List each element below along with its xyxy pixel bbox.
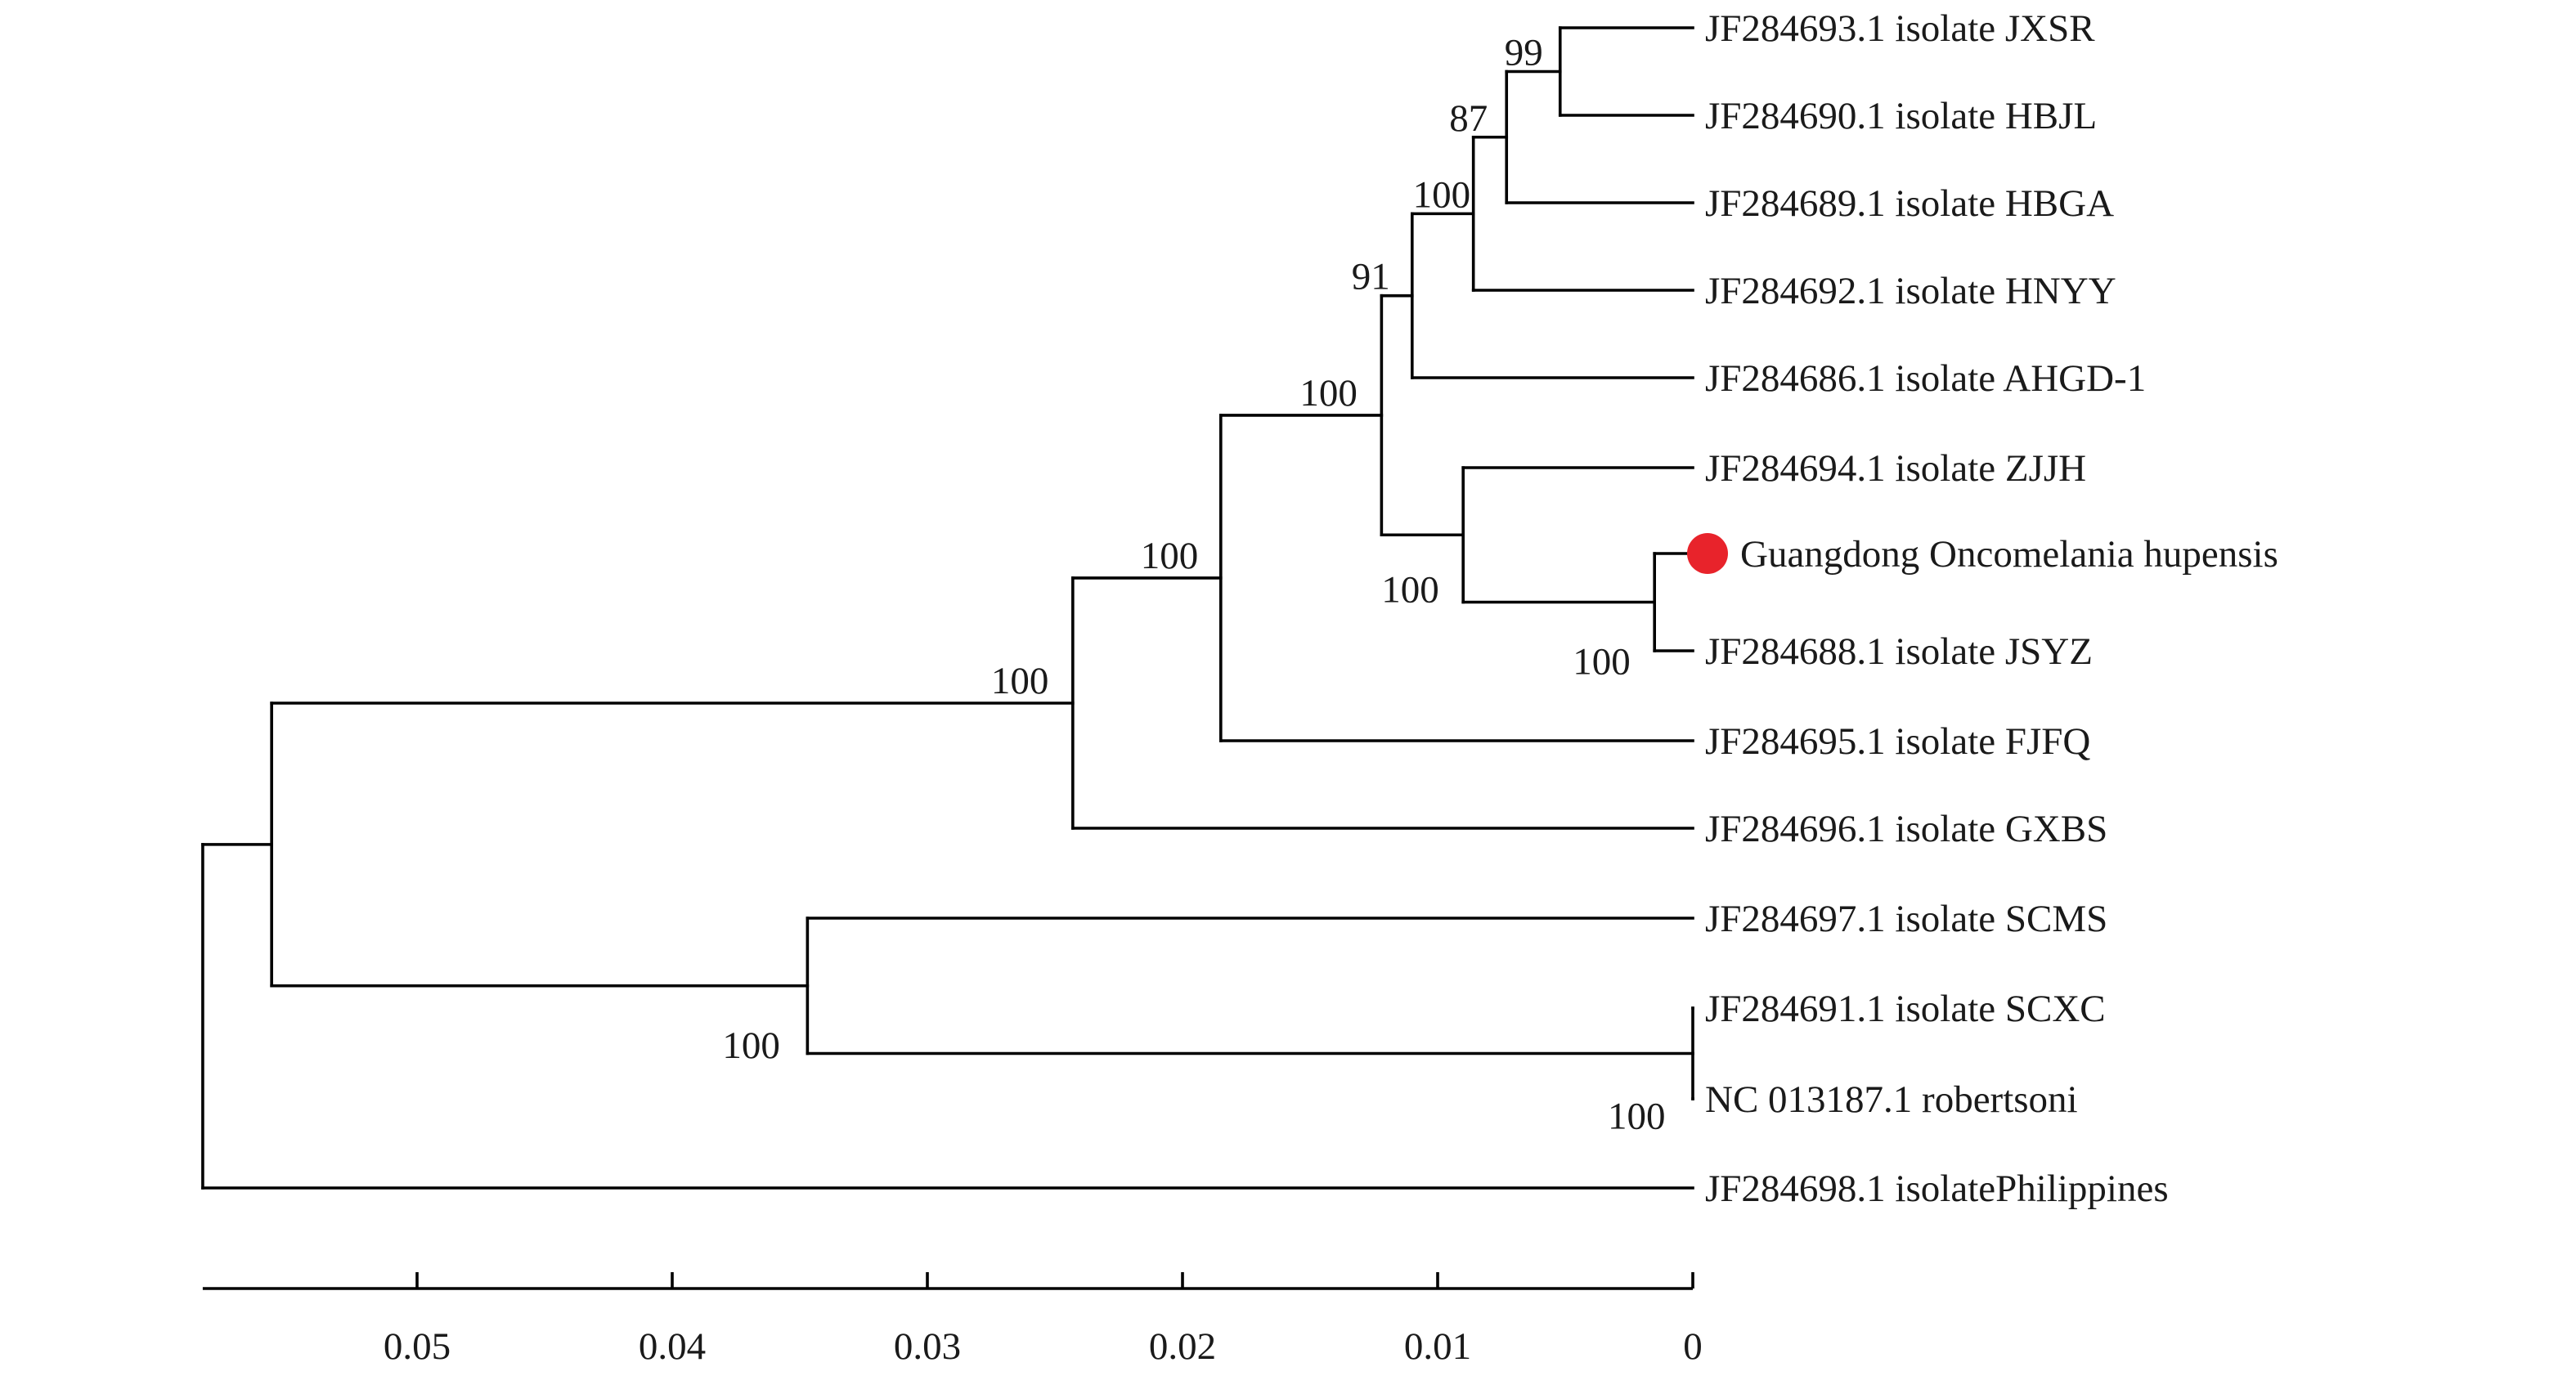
tree-branches bbox=[201, 26, 1694, 1190]
bootstrap-value: 100 bbox=[1141, 535, 1199, 577]
distance-scale-axis: 0.05 0.04 0.03 0.02 0.01 0 bbox=[202, 1272, 1703, 1368]
bootstrap-value: 100 bbox=[722, 1024, 780, 1067]
leaf-label: JF284693.1 isolate JXSR bbox=[1705, 7, 2095, 50]
scale-tick-label: 0.04 bbox=[639, 1325, 706, 1368]
scale-tick-label: 0 bbox=[1683, 1325, 1703, 1368]
leaf-label: JF284694.1 isolate ZJJH bbox=[1705, 447, 2086, 490]
bootstrap-value: 100 bbox=[1381, 568, 1439, 611]
leaf-label: JF284686.1 isolate AHGD-1 bbox=[1705, 357, 2146, 400]
leaf-label: JF284688.1 isolate JSYZ bbox=[1705, 630, 2093, 673]
leaf-label: JF284689.1 isolate HBGA bbox=[1705, 182, 2114, 225]
bootstrap-value: 100 bbox=[991, 660, 1049, 702]
leaf-label: JF284691.1 isolate SCXC bbox=[1705, 988, 2106, 1030]
bootstrap-value: 100 bbox=[1299, 372, 1358, 415]
bootstrap-value: 100 bbox=[1413, 173, 1471, 216]
scale-tick-label: 0.05 bbox=[384, 1325, 451, 1368]
scale-tick-label: 0.01 bbox=[1404, 1325, 1471, 1368]
bootstrap-values: 100 100 100 91 100 87 99 100 100 100 100 bbox=[722, 32, 1665, 1138]
scale-tick-label: 0.03 bbox=[894, 1325, 961, 1368]
leaf-label: Guangdong Oncomelania hupensis bbox=[1740, 533, 2278, 576]
leaf-label: JF284696.1 isolate GXBS bbox=[1705, 808, 2107, 850]
bootstrap-value: 91 bbox=[1352, 256, 1390, 298]
leaf-labels: JF284693.1 isolate JXSR JF284690.1 isolat… bbox=[1687, 7, 2278, 1210]
bootstrap-value: 100 bbox=[1608, 1096, 1666, 1138]
highlight-dot-icon bbox=[1687, 533, 1728, 574]
bootstrap-value: 99 bbox=[1505, 32, 1543, 74]
leaf-label: JF284690.1 isolate HBJL bbox=[1705, 95, 2097, 137]
bootstrap-value: 100 bbox=[1573, 641, 1631, 684]
leaf-label: JF284692.1 isolate HNYY bbox=[1705, 270, 2116, 312]
bootstrap-value: 87 bbox=[1449, 97, 1488, 140]
leaf-label: JF284698.1 isolatePhilippines bbox=[1705, 1168, 2169, 1210]
scale-tick-label: 0.02 bbox=[1149, 1325, 1216, 1368]
leaf-label: JF284697.1 isolate SCMS bbox=[1705, 898, 2107, 940]
leaf-label: NC 013187.1 robertsoni bbox=[1705, 1078, 2078, 1121]
leaf-label: JF284695.1 isolate FJFQ bbox=[1705, 720, 2090, 763]
